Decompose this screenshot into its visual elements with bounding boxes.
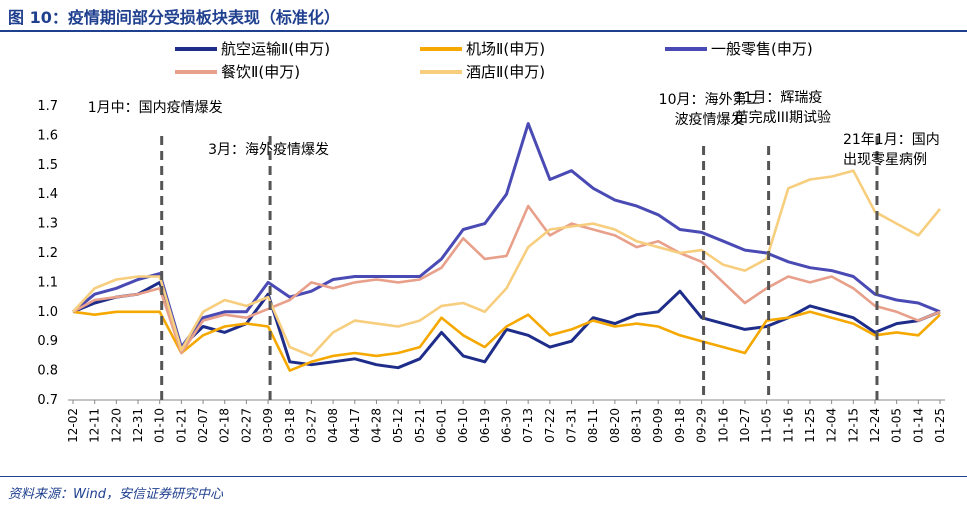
- y-tick-label: 1.1: [37, 275, 58, 290]
- title-underline: [0, 30, 967, 32]
- series-line-catering: [72, 204, 941, 355]
- legend-label: 一般零售(申万): [711, 40, 813, 58]
- x-tick-label: 06-01: [434, 408, 448, 443]
- y-tick-label: 1.7: [37, 99, 58, 114]
- x-tick-label: 10-16: [716, 408, 730, 443]
- event-label: 3月：海外疫情爆发: [208, 142, 329, 158]
- x-tick-label: 02-27: [239, 408, 253, 443]
- legend-label: 航空运输Ⅱ(申万): [221, 40, 330, 58]
- source-note: 资料来源：Wind，安信证券研究中心: [8, 487, 223, 502]
- x-tick-label: 06-30: [500, 408, 514, 443]
- x-tick-label: 02-07: [196, 408, 210, 443]
- x-tick-label: 06-19: [478, 408, 492, 443]
- event-label: 10月：海外第二: [659, 91, 761, 108]
- x-tick-label: 01-21: [174, 408, 188, 443]
- y-tick-label: 0.8: [37, 364, 58, 379]
- source-separator: [0, 476, 967, 477]
- figure-title: 图 10：疫情期间部分受损板块表现（标准化）: [8, 8, 340, 27]
- x-tick-label: 08-31: [630, 408, 644, 443]
- x-tick-label: 04-28: [369, 408, 383, 443]
- x-tick-label: 11-05: [760, 408, 774, 443]
- y-tick-label: 1.2: [37, 246, 58, 261]
- chart-axes: 0.7 0.8 0.9 1.0 1.1 1.2 1.3 1.4 1.5 1.6 1.7 12-02 12…: [37, 99, 947, 443]
- x-tick-label: 10-27: [738, 408, 752, 443]
- x-tick-label: 03-27: [304, 408, 318, 443]
- y-tick-label: 0.9: [37, 334, 58, 349]
- x-tick-label: 07-22: [543, 408, 557, 443]
- x-tick-label: 08-11: [586, 408, 600, 443]
- x-tick-label: 03-18: [283, 408, 297, 443]
- x-tick-label: 12-15: [846, 408, 860, 443]
- y-tick-label: 1.3: [37, 217, 58, 232]
- x-tick-label: 01-14: [911, 408, 925, 443]
- event-label: 波疫情爆发: [675, 112, 745, 128]
- event-label: 苗完成III期试验: [735, 110, 831, 126]
- x-tick-label: 01-10: [153, 408, 167, 443]
- series-line-hotel: [72, 169, 942, 358]
- x-tick-label: 05-12: [391, 408, 405, 443]
- event-label: 出现零星病例: [843, 152, 927, 168]
- x-tick-label: 09-18: [673, 408, 687, 443]
- x-tick-label: 04-08: [326, 408, 340, 443]
- x-tick-label: 07-13: [521, 408, 535, 443]
- x-tick-label: 12-31: [131, 408, 145, 443]
- x-tick-label: 11-16: [781, 408, 795, 443]
- x-tick-label: 02-18: [218, 408, 232, 443]
- y-tick-label: 1.6: [37, 128, 58, 143]
- line-chart: 0.7 0.8 0.9 1.0 1.1 1.2 1.3 1.4 1.5 1.6 1.7 12-02 12…: [37, 40, 947, 443]
- x-tick-label: 12-24: [868, 408, 882, 443]
- chart-series-lines: [72, 122, 942, 372]
- legend-label: 酒店Ⅱ(申万): [466, 63, 545, 81]
- y-tick-label: 0.7: [37, 393, 58, 408]
- legend-label: 餐饮Ⅱ(申万): [221, 63, 300, 81]
- x-tick-label: 12-02: [66, 408, 80, 443]
- x-tick-label: 09-29: [695, 408, 709, 443]
- x-tick-label: 03-09: [261, 408, 275, 443]
- legend-label: 机场Ⅱ(申万): [466, 40, 545, 58]
- event-label: 11月：辉瑞疫: [735, 90, 823, 106]
- x-tick-label: 11-25: [803, 408, 817, 443]
- x-tick-label: 05-21: [413, 408, 427, 443]
- x-tick-label: 12-20: [109, 408, 123, 443]
- chart-legend: 航空运输Ⅱ(申万) 机场Ⅱ(申万) 一般零售(申万) 餐饮Ⅱ(申万) 酒店Ⅱ(申万): [175, 40, 813, 81]
- x-tick-label: 07-31: [565, 408, 579, 443]
- event-label: 21年1月：国内: [843, 132, 940, 148]
- x-tick-label: 04-17: [348, 408, 362, 443]
- x-tick-label: 12-11: [88, 408, 102, 443]
- y-tick-label: 1.5: [37, 158, 58, 173]
- x-tick-label: 12-04: [825, 408, 839, 443]
- event-label: 1月中：国内疫情爆发: [88, 100, 223, 116]
- y-tick-label: 1.0: [37, 305, 58, 320]
- x-tick-label: 09-09: [651, 408, 665, 443]
- y-tick-label: 1.4: [37, 187, 58, 202]
- x-tick-label: 01-05: [890, 408, 904, 443]
- x-tick-label: 08-20: [608, 408, 622, 443]
- x-tick-label: 01-25: [933, 408, 947, 443]
- x-tick-label: 06-10: [456, 408, 470, 443]
